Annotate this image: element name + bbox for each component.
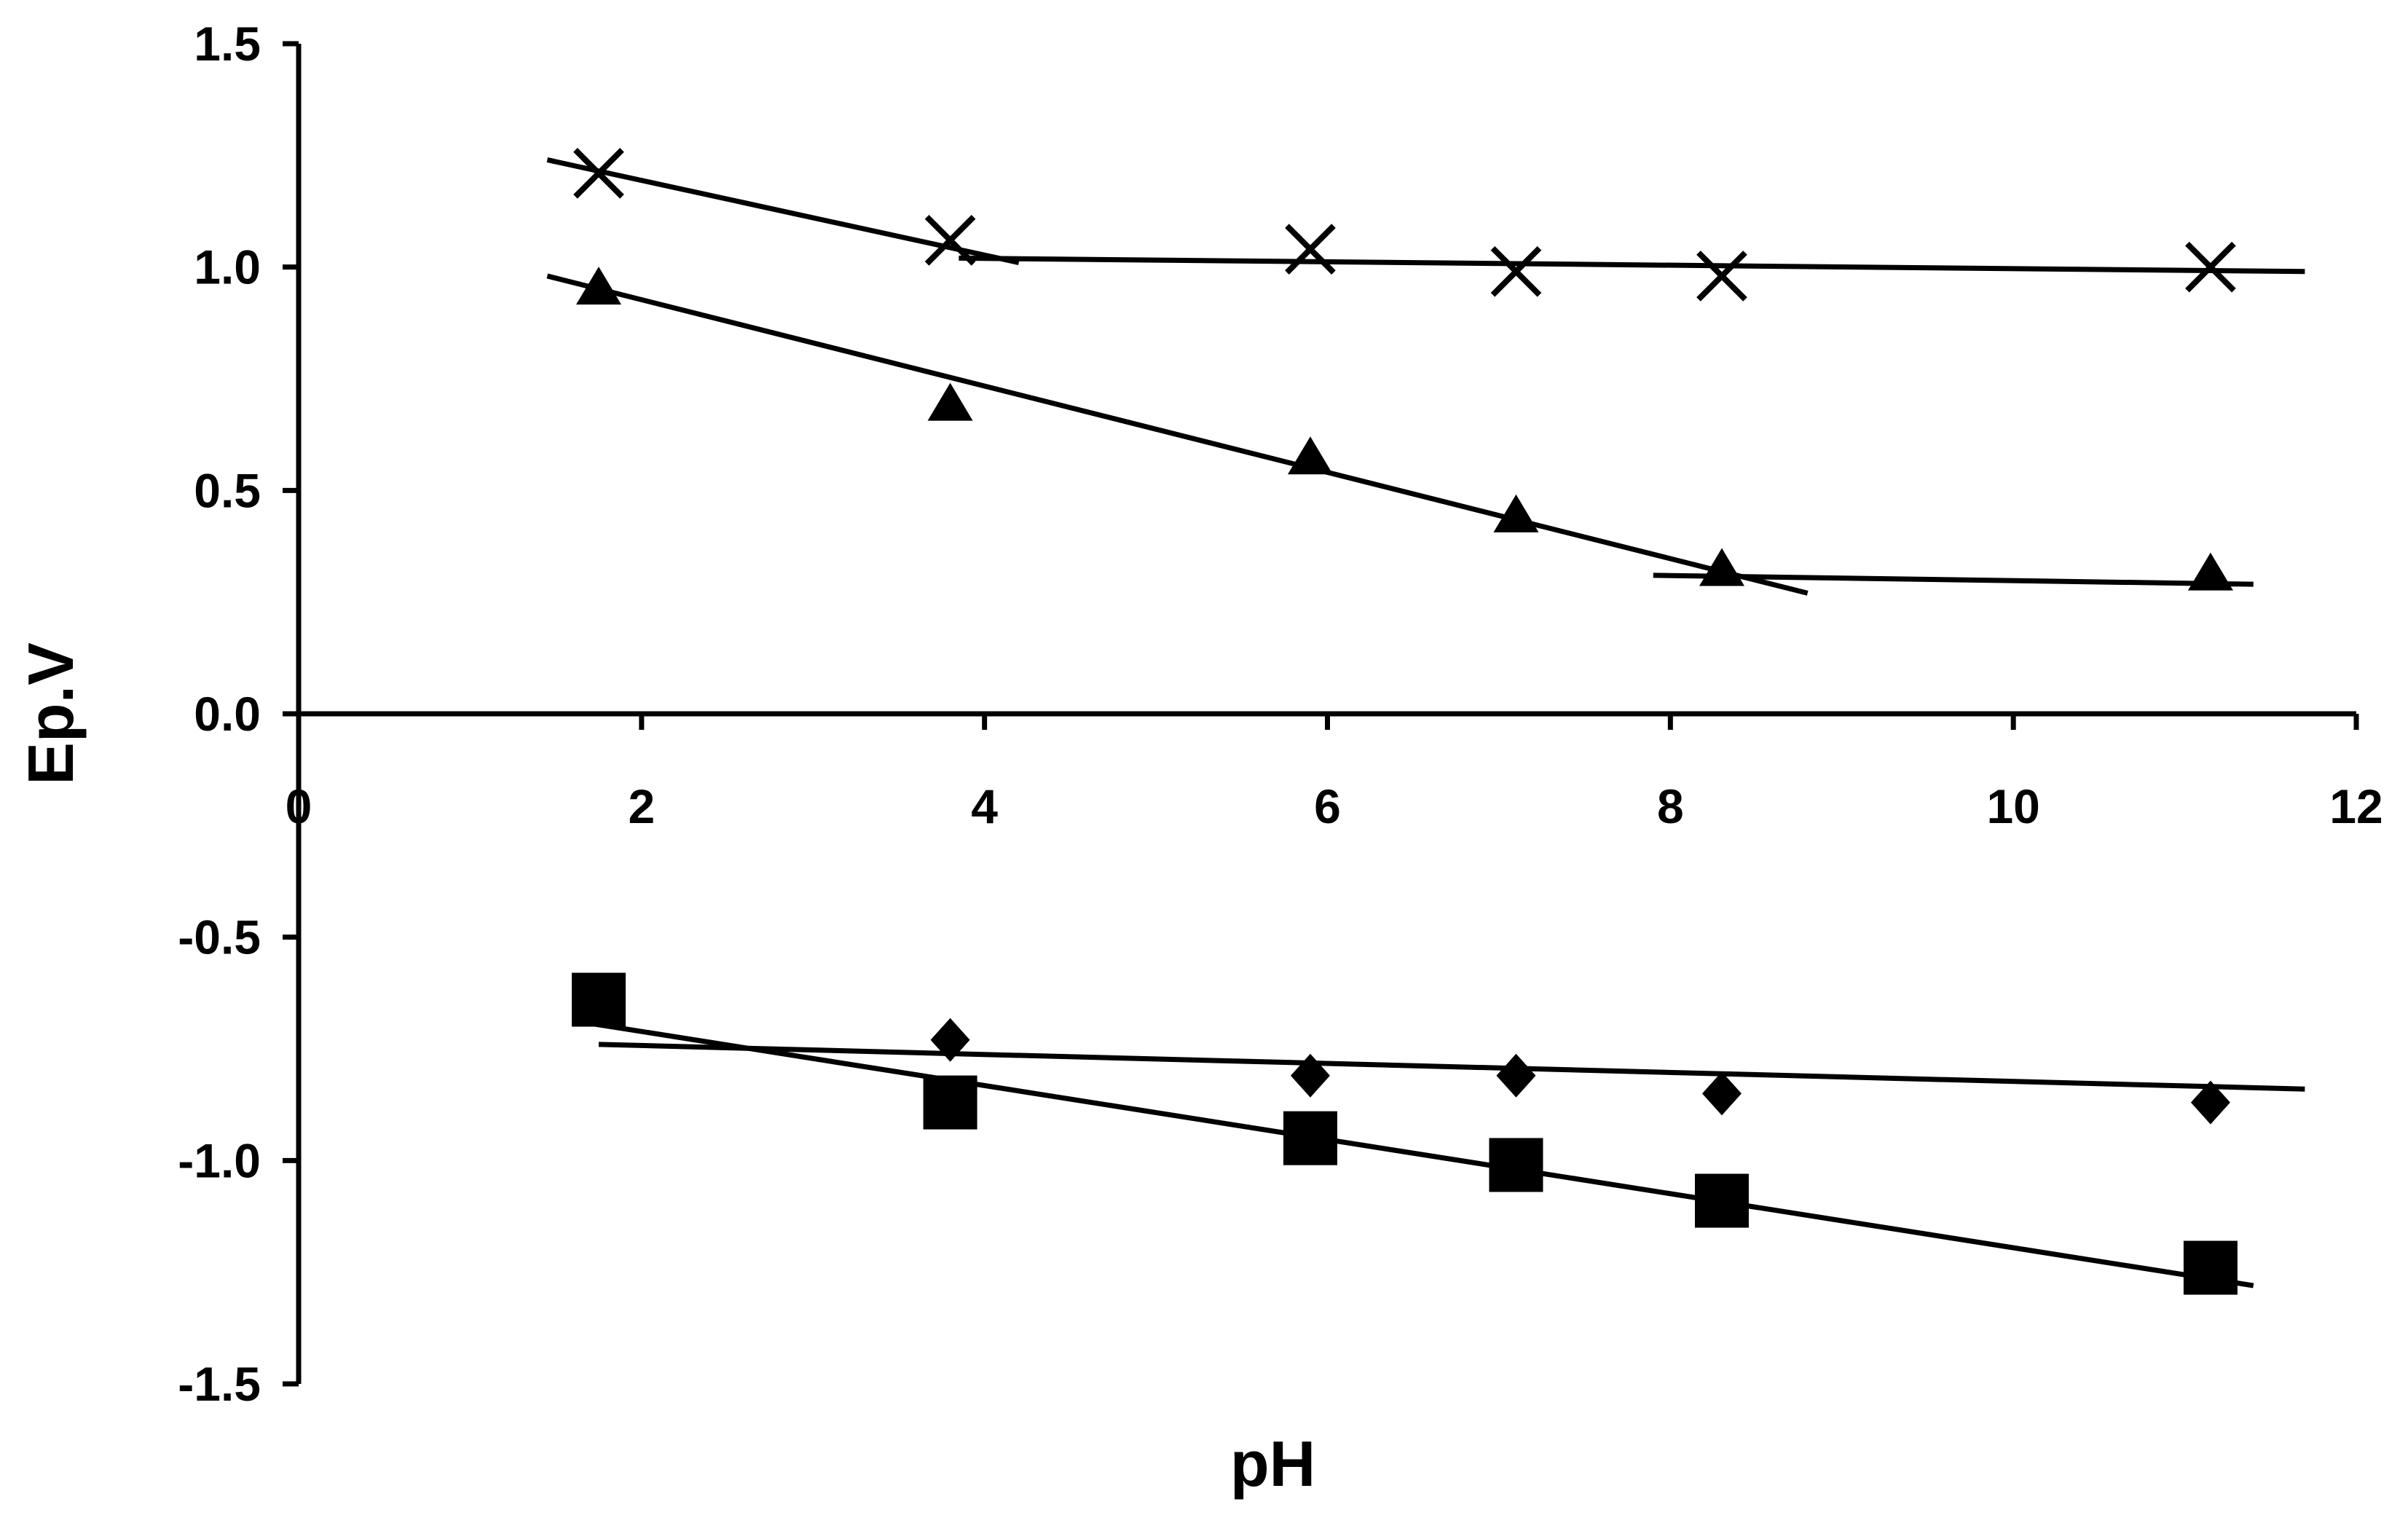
fit-line-square — [581, 1019, 2254, 1288]
fit-line-cross — [546, 157, 1020, 265]
point-cross — [2185, 241, 2236, 293]
y-tick-label: 1.5 — [194, 17, 261, 71]
x-tick-label: 10 — [1986, 779, 2039, 833]
cross-stroke — [2185, 241, 2236, 293]
y-axis-title: Ep.V — [15, 642, 87, 785]
fit-line-diamond — [598, 1042, 2305, 1092]
y-tick-label: 0.0 — [194, 687, 261, 741]
fit-line-triangle — [1653, 572, 2254, 587]
point-triangle — [1287, 436, 1333, 475]
x-tick-label: 8 — [1657, 779, 1684, 833]
point-diamond — [930, 1018, 970, 1062]
fit-line-triangle — [546, 273, 1809, 596]
point-square — [1283, 1111, 1337, 1165]
point-cross — [924, 215, 976, 266]
point-triangle — [927, 382, 973, 421]
fit-line-cross — [959, 255, 2305, 275]
point-square — [571, 972, 626, 1027]
point-cross — [1285, 224, 1336, 275]
y-tick-label: -1.0 — [178, 1133, 261, 1187]
x-axis-title: pH — [1230, 1428, 1315, 1500]
point-triangle — [575, 267, 621, 305]
point-triangle — [1699, 548, 1744, 586]
point-diamond — [1496, 1053, 1536, 1098]
point-triangle — [2187, 552, 2233, 591]
point-square — [2183, 1240, 2238, 1295]
point-diamond — [1701, 1071, 1742, 1116]
y-tick-label: -0.5 — [178, 910, 261, 964]
fit-lines — [546, 157, 2305, 1288]
cross-stroke — [1285, 224, 1336, 275]
cross-stroke — [1696, 251, 1747, 302]
axes: -1.5 -1.0 -0.5 0.0 0.5 1.0 1.5 0 2 4 6 8 10 12 — [178, 17, 2383, 1411]
x-tick-label: 4 — [971, 779, 998, 833]
point-cross — [573, 148, 624, 199]
cross-stroke — [1490, 245, 1542, 297]
point-cross — [1490, 245, 1542, 297]
cross-stroke — [573, 148, 624, 199]
y-tick-label: 0.5 — [194, 463, 261, 517]
y-tick-label: 1.0 — [194, 240, 261, 294]
y-tick-label: -1.5 — [178, 1357, 261, 1411]
point-square — [923, 1075, 977, 1130]
x-tick-label: 6 — [1314, 779, 1341, 833]
point-diamond — [1290, 1053, 1330, 1098]
x-tick-label: 12 — [2329, 779, 2383, 833]
x-tick-label: 2 — [628, 779, 655, 833]
point-cross — [1696, 251, 1747, 302]
x-tick-label: 0 — [286, 779, 312, 833]
point-square — [1489, 1138, 1543, 1192]
point-triangle — [1493, 494, 1539, 532]
point-square — [1694, 1173, 1749, 1228]
data-markers — [571, 148, 2238, 1295]
point-diamond — [2190, 1080, 2230, 1125]
cross-stroke — [924, 215, 976, 266]
